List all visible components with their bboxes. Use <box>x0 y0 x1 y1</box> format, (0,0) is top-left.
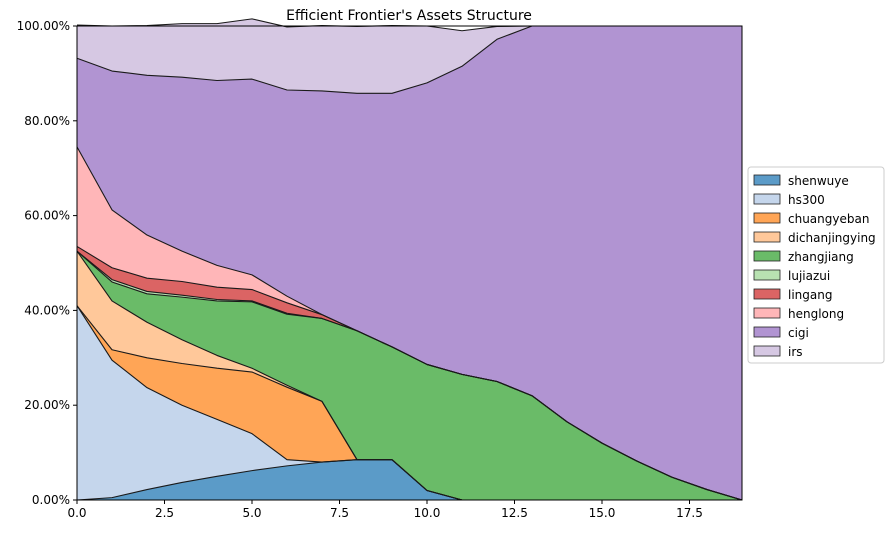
legend-label-irs: irs <box>788 345 803 359</box>
y-tick-label: 80.00% <box>24 114 70 128</box>
y-tick-label: 40.00% <box>24 303 70 317</box>
stacked-areas <box>76 18 743 501</box>
x-tick-label: 10.0 <box>414 506 441 520</box>
legend-frame <box>747 166 885 364</box>
legend-label-dichanjingying: dichanjingying <box>788 231 876 245</box>
x-tick-label: 17.5 <box>676 506 703 520</box>
y-tick-label: 100.00% <box>17 19 70 33</box>
chart-title: Efficient Frontier's Assets Structure <box>286 8 532 24</box>
legend-label-lingang: lingang <box>788 288 832 302</box>
legend-label-chuangyeban: chuangyeban <box>788 212 869 226</box>
x-tick-label: 2.5 <box>155 506 174 520</box>
area-chuangyeban <box>77 305 742 500</box>
x-tick-label: 5.0 <box>242 506 261 520</box>
plot-frame <box>76 25 743 501</box>
legend-swatch-irs <box>753 345 781 357</box>
boundary-henglong <box>76 146 743 501</box>
y-tick-label: 20.00% <box>24 398 70 412</box>
axes: 0.0 2.5 5.0 7.5 10.0 12.5 15.0 17.5 0.00% 20.00% 4… <box>17 19 743 520</box>
legend-swatch-cigi <box>753 326 781 338</box>
legend-swatch-dichanjingying <box>753 231 781 243</box>
legend-label-henglong: henglong <box>788 307 844 321</box>
legend-swatch-lingang <box>753 288 781 300</box>
legend-label-cigi: cigi <box>788 326 809 340</box>
legend: shenwuye hs300 chuangyeban dichanjingying zh… <box>747 166 885 364</box>
legend-swatch-henglong <box>753 307 781 319</box>
legend-label-zhangjiang: zhangjiang <box>788 250 854 264</box>
legend-swatch-lujiazui <box>753 269 781 281</box>
y-tick-label: 0.00% <box>32 493 70 507</box>
y-tick-label: 60.00% <box>24 209 70 223</box>
area-cigi <box>77 26 742 500</box>
legend-label-lujiazui: lujiazui <box>788 269 830 283</box>
legend-swatch-hs300 <box>753 193 781 205</box>
x-tick-label: 12.5 <box>501 506 528 520</box>
x-tick-label: 15.0 <box>589 506 616 520</box>
x-tick-label: 7.5 <box>330 506 349 520</box>
legend-label-hs300: hs300 <box>788 193 825 207</box>
area-shenwuye <box>77 459 742 500</box>
legend-label-shenwuye: shenwuye <box>788 174 849 188</box>
area-irs <box>77 18 742 94</box>
legend-swatch-chuangyeban <box>753 212 781 224</box>
area-zhangjiang <box>77 251 742 500</box>
x-tick-label: 0.0 <box>67 506 86 520</box>
legend-swatch-zhangjiang <box>753 250 781 262</box>
area-hs300 <box>77 305 742 500</box>
legend-swatch-shenwuye <box>753 174 781 186</box>
